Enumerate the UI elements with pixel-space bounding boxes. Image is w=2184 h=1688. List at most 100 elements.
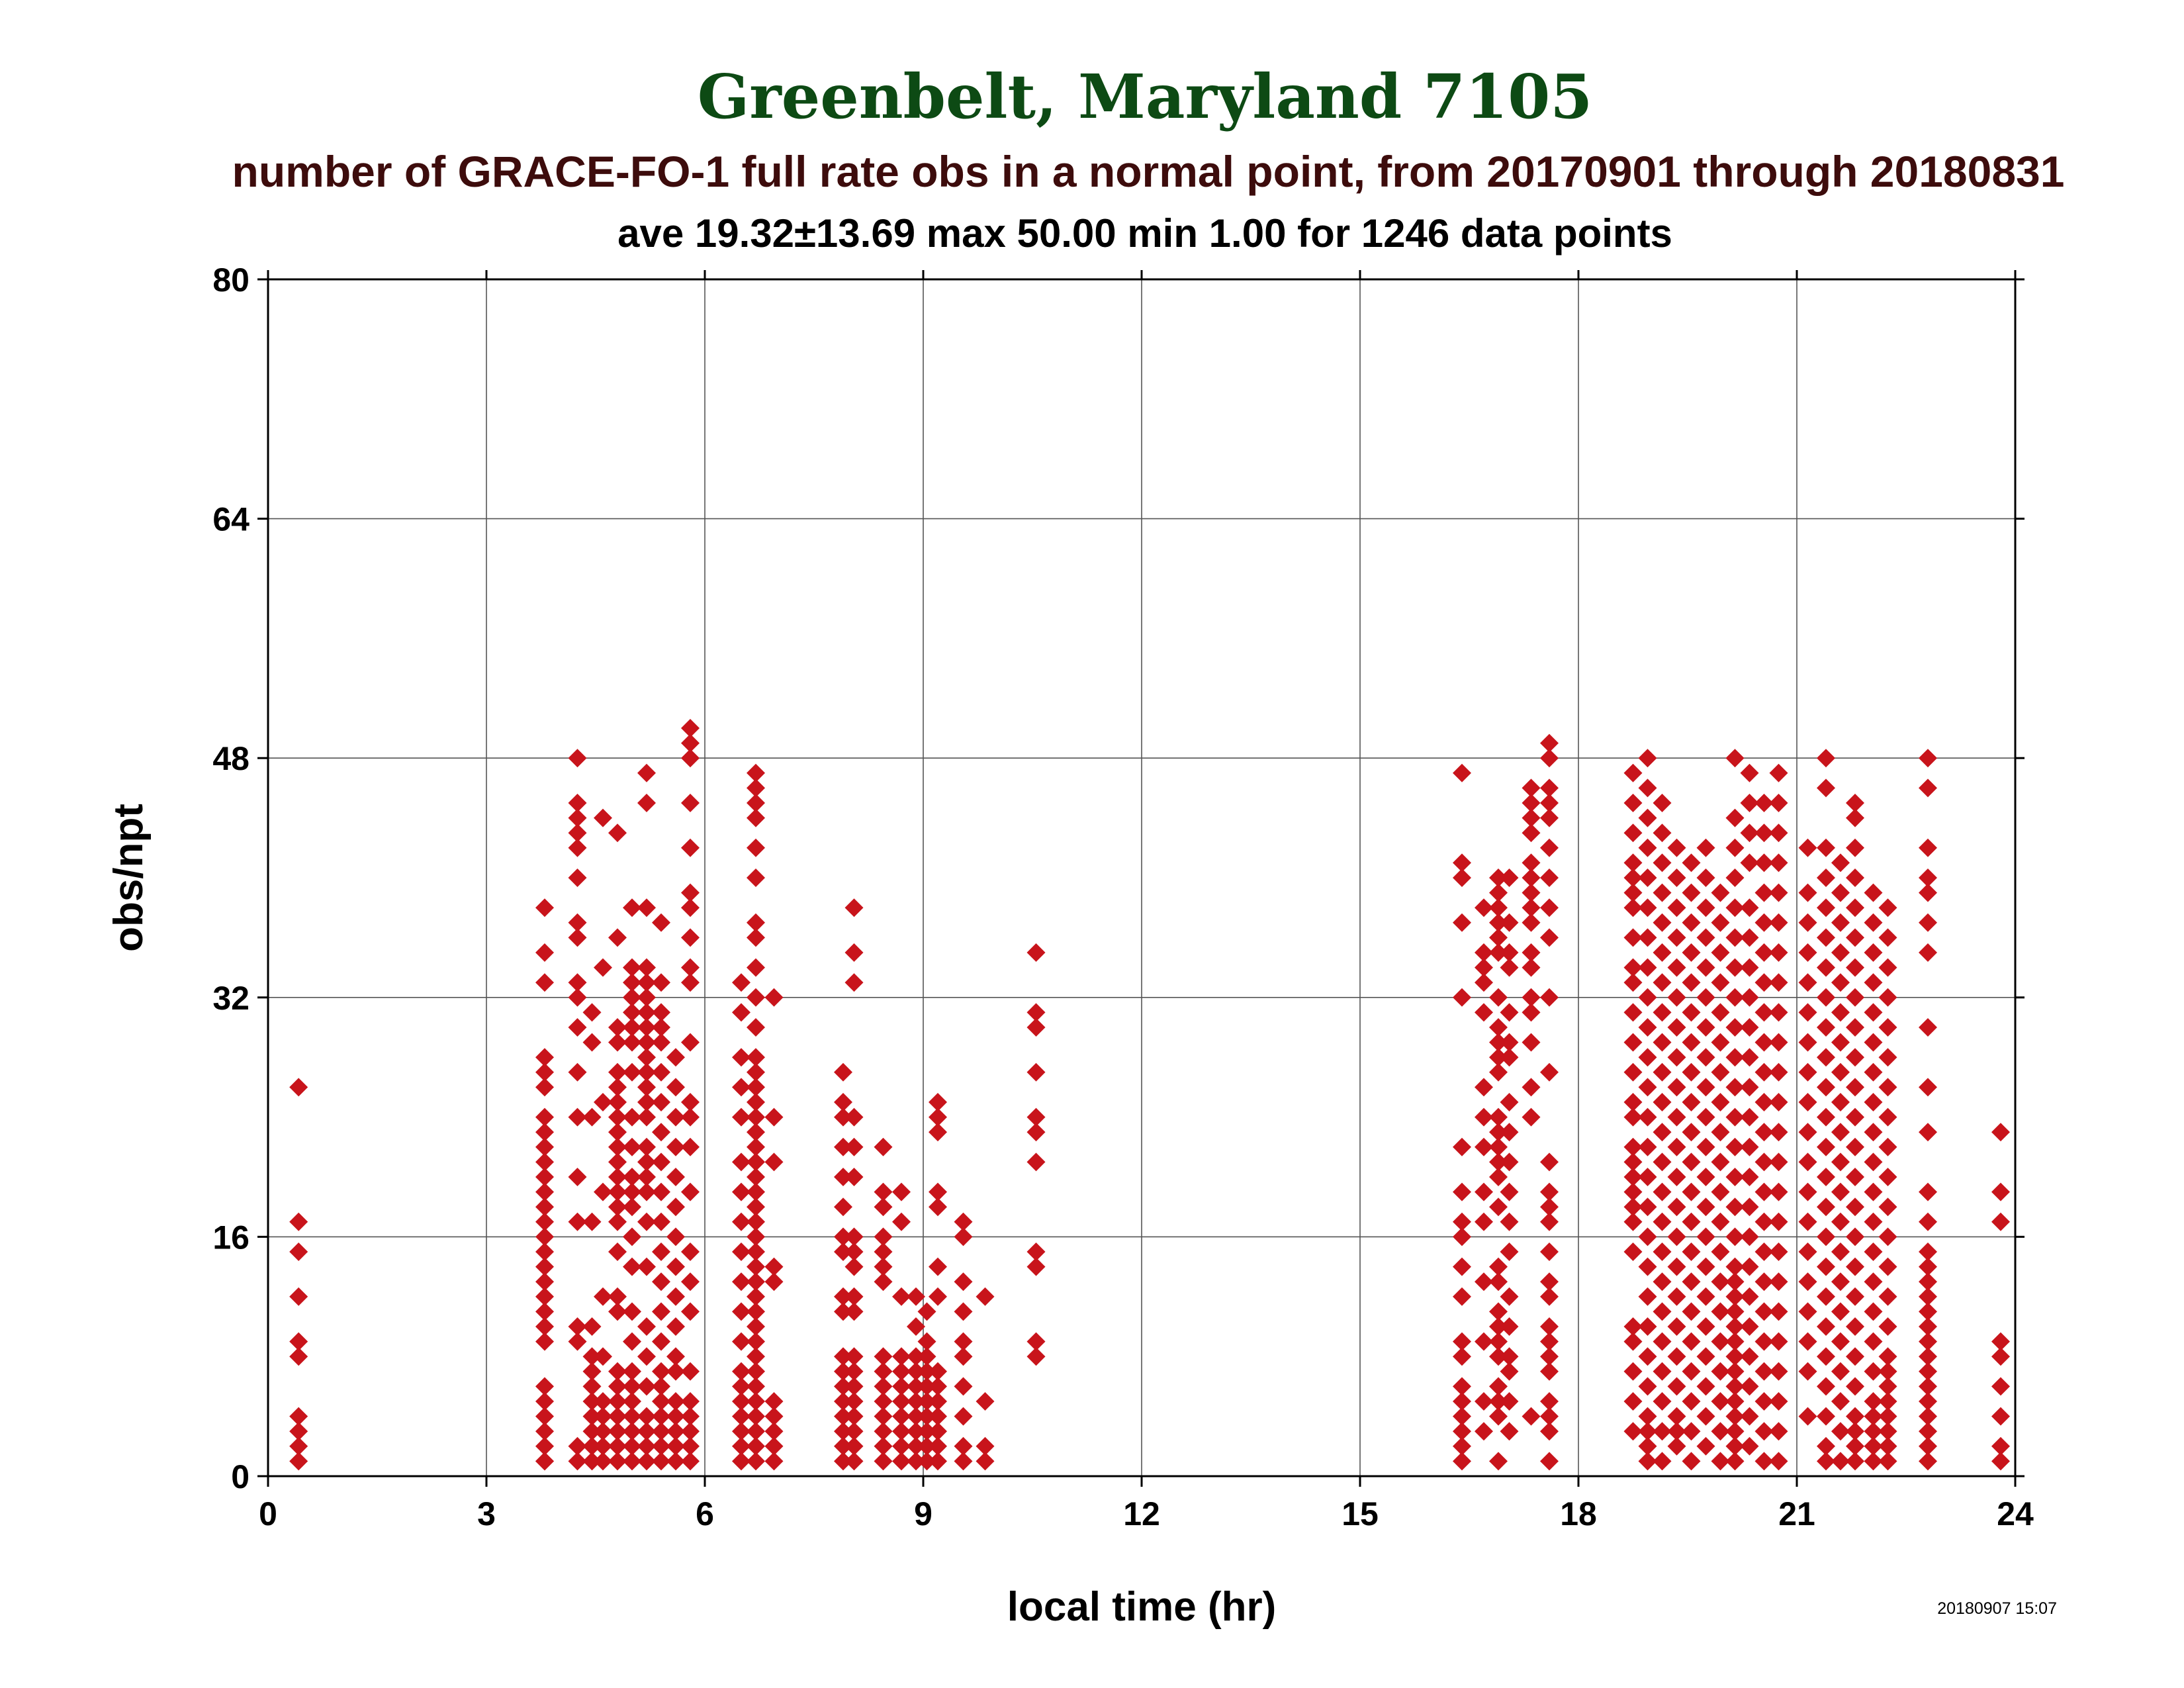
data-point xyxy=(681,1137,700,1156)
data-point xyxy=(1919,1182,1937,1201)
data-point xyxy=(681,1033,700,1052)
data-point xyxy=(568,1452,587,1471)
data-point xyxy=(732,1452,751,1471)
data-point xyxy=(1878,1168,1897,1186)
data-point xyxy=(637,1168,656,1186)
data-point xyxy=(1711,913,1730,932)
data-point xyxy=(1500,1317,1519,1336)
data-point xyxy=(1682,1062,1701,1082)
data-point xyxy=(834,1422,852,1441)
data-point xyxy=(1769,973,1788,992)
data-point xyxy=(652,1093,670,1111)
data-point xyxy=(1991,1182,2010,1201)
data-point xyxy=(1522,1033,1541,1052)
data-point xyxy=(1754,1243,1774,1261)
data-point xyxy=(1817,1048,1835,1067)
data-point xyxy=(1725,1392,1745,1411)
data-point xyxy=(747,778,765,798)
data-point xyxy=(535,1182,554,1201)
y-tick-label: 48 xyxy=(212,740,250,777)
data-point xyxy=(1817,1078,1835,1097)
data-point xyxy=(1769,794,1788,812)
data-point xyxy=(1682,1332,1701,1351)
data-point xyxy=(1725,1452,1745,1471)
data-point xyxy=(568,988,587,1007)
data-point xyxy=(874,1137,893,1156)
data-point xyxy=(976,1452,995,1471)
data-point xyxy=(732,1003,751,1022)
data-point xyxy=(1919,778,1937,798)
data-point xyxy=(1489,1257,1508,1276)
data-point xyxy=(1817,749,1835,768)
data-point xyxy=(1740,1137,1759,1156)
data-point xyxy=(1831,1272,1850,1291)
data-point xyxy=(652,1302,670,1321)
data-point xyxy=(747,1422,765,1441)
data-point xyxy=(1919,913,1937,932)
data-point xyxy=(1500,913,1519,932)
data-point xyxy=(929,1123,947,1142)
data-point xyxy=(535,1107,554,1127)
data-point xyxy=(929,1257,947,1276)
data-point xyxy=(608,1018,627,1037)
data-point xyxy=(637,1212,656,1231)
data-point xyxy=(1711,1243,1730,1261)
data-point xyxy=(1522,1003,1541,1022)
data-point xyxy=(608,1182,627,1201)
data-point xyxy=(1540,1287,1559,1306)
data-point xyxy=(652,1407,670,1426)
data-point xyxy=(623,1168,641,1186)
data-point xyxy=(1026,943,1046,962)
data-point xyxy=(608,1152,627,1172)
data-point xyxy=(1026,1062,1046,1082)
data-point xyxy=(844,1452,864,1471)
data-point xyxy=(637,1377,656,1396)
data-point xyxy=(535,1332,554,1351)
data-point xyxy=(1453,1347,1471,1366)
data-point xyxy=(1725,1287,1745,1306)
data-point xyxy=(1754,1362,1774,1381)
data-point xyxy=(764,1152,784,1172)
data-point xyxy=(1846,794,1864,812)
data-point xyxy=(1769,943,1788,962)
data-point xyxy=(623,1003,641,1022)
data-point xyxy=(1919,1212,1937,1231)
data-point xyxy=(747,1137,765,1156)
data-point xyxy=(535,1272,554,1291)
data-point xyxy=(1798,943,1817,962)
data-point xyxy=(681,898,700,917)
data-point xyxy=(1817,1107,1835,1127)
data-point xyxy=(732,1107,751,1127)
data-point xyxy=(732,1272,751,1291)
data-point xyxy=(1522,883,1541,902)
data-point xyxy=(892,1422,911,1441)
gridlines xyxy=(268,279,2015,1476)
data-point xyxy=(652,1436,670,1456)
data-point xyxy=(1754,1062,1774,1082)
data-point xyxy=(1919,1452,1937,1471)
data-point xyxy=(1864,973,1883,992)
data-point xyxy=(1475,1078,1493,1097)
data-point xyxy=(1798,883,1817,902)
data-point xyxy=(1754,823,1774,843)
data-point xyxy=(747,1243,765,1261)
data-point xyxy=(1696,1078,1715,1097)
data-point xyxy=(637,958,656,977)
data-point xyxy=(1878,1078,1897,1097)
data-point xyxy=(1831,1302,1850,1321)
data-point xyxy=(1817,1407,1835,1426)
data-point xyxy=(1638,898,1657,917)
data-point xyxy=(608,1212,627,1231)
data-point xyxy=(535,1287,554,1306)
timestamp: 20180907 15:07 xyxy=(1937,1599,2057,1618)
data-point xyxy=(1522,913,1541,932)
data-point xyxy=(1638,1197,1657,1217)
data-point xyxy=(732,1048,751,1067)
data-point xyxy=(732,1332,751,1351)
data-point xyxy=(1682,1422,1701,1441)
data-point xyxy=(1667,898,1686,917)
data-point xyxy=(1667,1018,1686,1037)
data-point xyxy=(652,1033,670,1052)
data-point xyxy=(637,1436,656,1456)
